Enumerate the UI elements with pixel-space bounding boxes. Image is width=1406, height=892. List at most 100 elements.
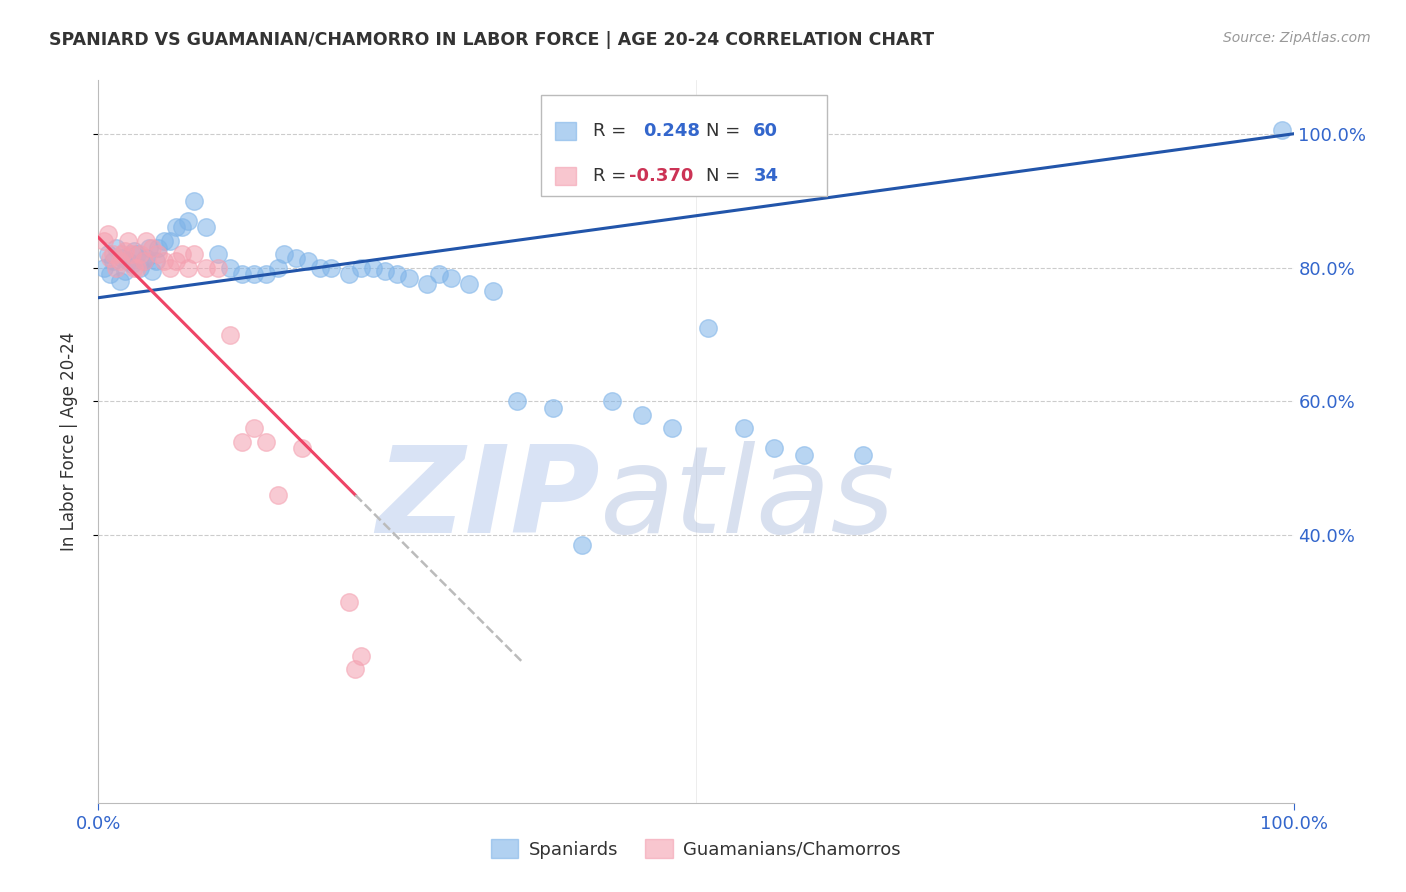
Point — [195, 260, 218, 275]
Point — [165, 254, 187, 268]
Point — [93, 260, 115, 275]
Point — [98, 268, 122, 282]
Point — [148, 247, 170, 261]
Point — [231, 434, 253, 449]
Point — [97, 227, 120, 242]
Point — [231, 268, 253, 282]
Point — [183, 247, 205, 261]
Point — [219, 260, 242, 275]
Point — [195, 220, 218, 235]
Point — [93, 234, 115, 248]
Text: Source: ZipAtlas.com: Source: ZipAtlas.com — [1223, 31, 1371, 45]
Point — [129, 247, 152, 261]
Point — [207, 247, 229, 261]
Point — [114, 264, 136, 278]
Point — [114, 244, 136, 258]
Point — [385, 268, 409, 282]
Point — [101, 247, 124, 261]
Point — [291, 442, 314, 455]
Point — [97, 247, 120, 261]
Point — [254, 268, 277, 282]
Point — [350, 648, 373, 663]
Point — [105, 241, 128, 255]
Point — [98, 251, 122, 265]
Point — [339, 595, 361, 609]
Point — [267, 488, 290, 502]
Point — [416, 277, 439, 292]
Text: -0.370: -0.370 — [628, 167, 693, 185]
Point — [602, 394, 624, 409]
Point — [852, 448, 875, 462]
Point — [105, 260, 128, 275]
Point — [129, 260, 152, 275]
Point — [159, 234, 181, 248]
Point — [138, 241, 160, 255]
Point — [762, 442, 785, 455]
Point — [159, 260, 181, 275]
Point — [177, 260, 200, 275]
Point — [243, 421, 266, 435]
Point — [153, 234, 176, 248]
Point — [374, 264, 396, 278]
Point — [344, 662, 367, 676]
Point — [481, 284, 505, 298]
Y-axis label: In Labor Force | Age 20-24: In Labor Force | Age 20-24 — [59, 332, 77, 551]
Text: R =: R = — [593, 122, 627, 140]
Point — [165, 220, 187, 235]
Point — [111, 251, 134, 265]
Point — [697, 321, 720, 335]
Text: SPANIARD VS GUAMANIAN/CHAMORRO IN LABOR FORCE | AGE 20-24 CORRELATION CHART: SPANIARD VS GUAMANIAN/CHAMORRO IN LABOR … — [49, 31, 935, 49]
Text: 0.248: 0.248 — [644, 122, 700, 140]
Point — [273, 247, 295, 261]
Point — [132, 254, 155, 268]
Point — [284, 251, 307, 265]
Point — [219, 327, 242, 342]
Point — [135, 234, 157, 248]
Point — [177, 214, 200, 228]
FancyBboxPatch shape — [555, 167, 576, 185]
Point — [183, 194, 205, 208]
Point — [148, 241, 170, 255]
Point — [339, 268, 361, 282]
Point — [733, 421, 755, 435]
Point — [458, 277, 481, 292]
Point — [135, 251, 157, 265]
Point — [207, 260, 229, 275]
Point — [121, 247, 143, 261]
Point — [793, 448, 815, 462]
Point — [153, 254, 176, 268]
Text: N =: N = — [706, 167, 740, 185]
Point — [111, 247, 134, 261]
Point — [243, 268, 266, 282]
Legend: Spaniards, Guamanians/Chamorros: Spaniards, Guamanians/Chamorros — [484, 832, 908, 866]
Point — [506, 394, 529, 409]
Point — [571, 538, 593, 552]
Text: 60: 60 — [754, 122, 779, 140]
FancyBboxPatch shape — [541, 95, 827, 196]
Point — [124, 244, 146, 258]
Text: R =: R = — [593, 167, 627, 185]
Point — [321, 260, 343, 275]
Point — [172, 247, 194, 261]
Text: ZIP: ZIP — [377, 441, 600, 558]
FancyBboxPatch shape — [555, 122, 576, 140]
Point — [427, 268, 450, 282]
Point — [267, 260, 290, 275]
Text: 34: 34 — [754, 167, 779, 185]
Point — [297, 254, 319, 268]
Point — [350, 260, 373, 275]
Text: N =: N = — [706, 122, 740, 140]
Point — [141, 241, 163, 255]
Point — [172, 220, 194, 235]
Point — [101, 254, 124, 268]
Point — [125, 247, 148, 261]
Point — [121, 257, 143, 271]
Point — [108, 274, 131, 288]
Point — [363, 260, 385, 275]
Point — [541, 401, 564, 416]
Point — [125, 260, 148, 275]
Point — [440, 270, 463, 285]
Point — [398, 270, 420, 285]
Point — [132, 254, 155, 268]
Point — [145, 254, 167, 268]
